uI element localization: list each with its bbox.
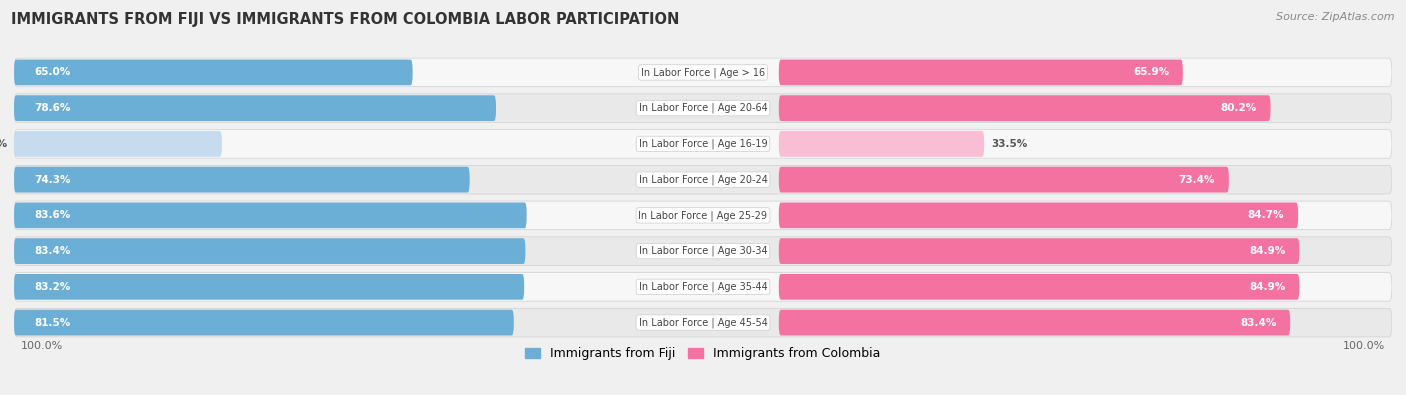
FancyBboxPatch shape [14, 95, 496, 121]
FancyBboxPatch shape [779, 95, 1271, 121]
Text: In Labor Force | Age 35-44: In Labor Force | Age 35-44 [638, 282, 768, 292]
Text: 84.7%: 84.7% [1249, 211, 1284, 220]
FancyBboxPatch shape [14, 130, 1392, 158]
Text: 83.4%: 83.4% [35, 246, 72, 256]
Text: 78.6%: 78.6% [35, 103, 72, 113]
FancyBboxPatch shape [14, 237, 1392, 265]
Text: In Labor Force | Age 20-24: In Labor Force | Age 20-24 [638, 174, 768, 185]
FancyBboxPatch shape [14, 166, 1392, 194]
Text: 81.5%: 81.5% [35, 318, 70, 327]
Text: In Labor Force | Age 25-29: In Labor Force | Age 25-29 [638, 210, 768, 221]
Text: 65.0%: 65.0% [35, 68, 70, 77]
Text: In Labor Force | Age > 16: In Labor Force | Age > 16 [641, 67, 765, 78]
FancyBboxPatch shape [779, 238, 1299, 264]
Text: IMMIGRANTS FROM FIJI VS IMMIGRANTS FROM COLOMBIA LABOR PARTICIPATION: IMMIGRANTS FROM FIJI VS IMMIGRANTS FROM … [11, 12, 679, 27]
FancyBboxPatch shape [14, 131, 222, 157]
Text: 100.0%: 100.0% [1343, 341, 1385, 351]
FancyBboxPatch shape [14, 58, 1392, 87]
FancyBboxPatch shape [14, 60, 412, 85]
Text: In Labor Force | Age 16-19: In Labor Force | Age 16-19 [638, 139, 768, 149]
Text: 73.4%: 73.4% [1178, 175, 1215, 184]
Text: In Labor Force | Age 30-34: In Labor Force | Age 30-34 [638, 246, 768, 256]
Text: 65.9%: 65.9% [1133, 68, 1168, 77]
Legend: Immigrants from Fiji, Immigrants from Colombia: Immigrants from Fiji, Immigrants from Co… [520, 342, 886, 365]
Text: 80.2%: 80.2% [1220, 103, 1257, 113]
FancyBboxPatch shape [14, 308, 1392, 337]
Text: 84.9%: 84.9% [1250, 246, 1285, 256]
Text: 33.9%: 33.9% [0, 139, 7, 149]
Text: Source: ZipAtlas.com: Source: ZipAtlas.com [1277, 12, 1395, 22]
FancyBboxPatch shape [779, 131, 984, 157]
Text: 100.0%: 100.0% [21, 341, 63, 351]
Text: 83.6%: 83.6% [35, 211, 70, 220]
FancyBboxPatch shape [779, 167, 1229, 192]
FancyBboxPatch shape [14, 274, 524, 300]
FancyBboxPatch shape [14, 201, 1392, 229]
Text: 74.3%: 74.3% [35, 175, 72, 184]
FancyBboxPatch shape [779, 60, 1182, 85]
Text: 83.2%: 83.2% [35, 282, 70, 292]
Text: 83.4%: 83.4% [1240, 318, 1277, 327]
Text: 84.9%: 84.9% [1250, 282, 1285, 292]
FancyBboxPatch shape [779, 310, 1291, 335]
FancyBboxPatch shape [779, 203, 1298, 228]
FancyBboxPatch shape [779, 274, 1299, 300]
Text: In Labor Force | Age 20-64: In Labor Force | Age 20-64 [638, 103, 768, 113]
FancyBboxPatch shape [14, 273, 1392, 301]
FancyBboxPatch shape [14, 203, 527, 228]
FancyBboxPatch shape [14, 167, 470, 192]
FancyBboxPatch shape [14, 94, 1392, 122]
Text: In Labor Force | Age 45-54: In Labor Force | Age 45-54 [638, 317, 768, 328]
Text: 33.5%: 33.5% [991, 139, 1028, 149]
FancyBboxPatch shape [14, 310, 513, 335]
FancyBboxPatch shape [14, 238, 526, 264]
